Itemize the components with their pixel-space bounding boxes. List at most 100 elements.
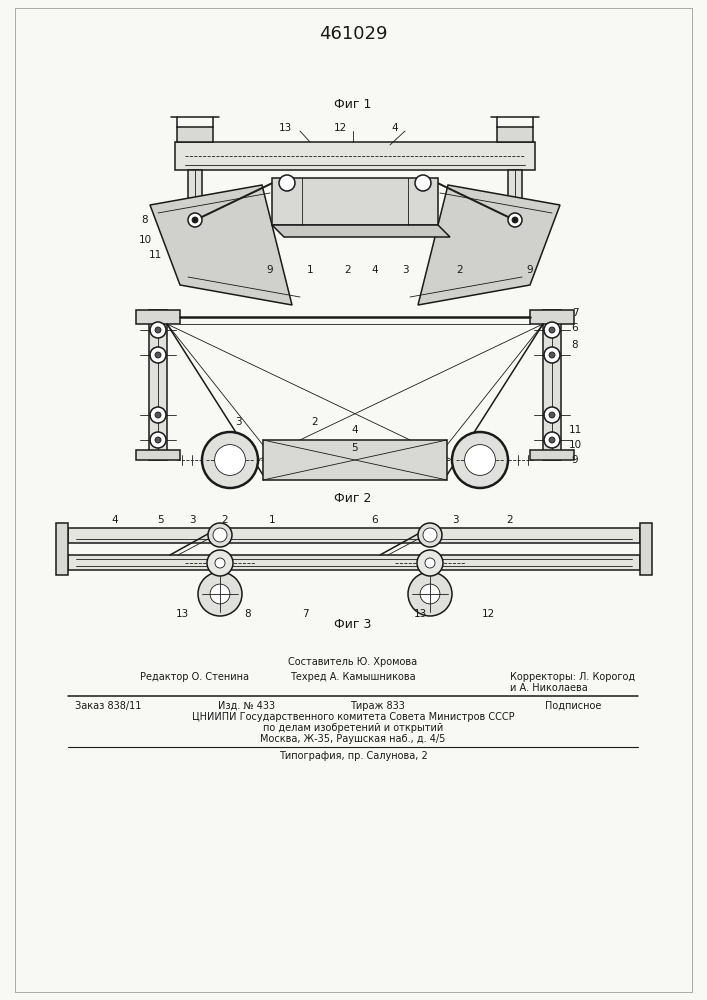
Text: Типография, пр. Салунова, 2: Типография, пр. Салунова, 2 — [279, 751, 427, 761]
Ellipse shape — [417, 550, 443, 576]
Ellipse shape — [192, 217, 198, 223]
Text: по делам изобретений и открытий: по делам изобретений и открытий — [263, 723, 443, 733]
Bar — [68, 555, 640, 570]
Text: 2: 2 — [222, 515, 228, 525]
Bar — [177, 127, 213, 142]
Polygon shape — [272, 225, 450, 237]
Ellipse shape — [207, 550, 233, 576]
Ellipse shape — [208, 523, 232, 547]
Ellipse shape — [418, 523, 442, 547]
Bar — [530, 450, 574, 460]
Bar — [508, 170, 522, 265]
Ellipse shape — [549, 437, 555, 443]
Bar — [188, 170, 202, 265]
Ellipse shape — [549, 327, 555, 333]
Text: 6: 6 — [372, 515, 378, 525]
Ellipse shape — [150, 322, 166, 338]
Ellipse shape — [150, 407, 166, 423]
Bar — [136, 310, 180, 324]
Text: 3: 3 — [235, 417, 241, 427]
Text: 11: 11 — [148, 250, 162, 260]
Ellipse shape — [215, 445, 245, 475]
Ellipse shape — [544, 347, 560, 363]
Ellipse shape — [420, 584, 440, 604]
Ellipse shape — [210, 584, 230, 604]
Ellipse shape — [202, 432, 258, 488]
Text: 3: 3 — [452, 515, 458, 525]
Text: 7: 7 — [302, 609, 308, 619]
Text: Подписное: Подписное — [545, 701, 602, 711]
Ellipse shape — [544, 322, 560, 338]
Text: 13: 13 — [414, 609, 426, 619]
Ellipse shape — [512, 217, 518, 223]
Text: 2: 2 — [345, 265, 351, 275]
Text: 8: 8 — [245, 609, 251, 619]
Bar — [177, 255, 213, 265]
Text: 10: 10 — [139, 235, 151, 245]
Text: 2: 2 — [312, 417, 318, 427]
Text: 9: 9 — [572, 455, 578, 465]
Text: и А. Николаева: и А. Николаева — [510, 683, 588, 693]
Bar — [56, 523, 68, 575]
Bar — [68, 528, 640, 543]
Ellipse shape — [213, 528, 227, 542]
Text: 4: 4 — [392, 123, 398, 133]
Text: 13: 13 — [279, 123, 291, 133]
Ellipse shape — [279, 175, 295, 191]
Text: 2: 2 — [457, 265, 463, 275]
Ellipse shape — [544, 432, 560, 448]
Text: 5: 5 — [157, 515, 163, 525]
Text: 12: 12 — [334, 123, 346, 133]
Text: 8: 8 — [141, 215, 148, 225]
Ellipse shape — [150, 347, 166, 363]
Bar — [640, 523, 652, 575]
Text: Фиг 3: Фиг 3 — [334, 618, 372, 632]
Text: 4: 4 — [112, 515, 118, 525]
Ellipse shape — [188, 213, 202, 227]
Text: 13: 13 — [175, 609, 189, 619]
Ellipse shape — [464, 445, 496, 475]
Ellipse shape — [452, 432, 508, 488]
Text: 2: 2 — [507, 515, 513, 525]
Text: 9: 9 — [527, 265, 533, 275]
Ellipse shape — [150, 432, 166, 448]
Ellipse shape — [423, 528, 437, 542]
Text: 4: 4 — [372, 265, 378, 275]
Bar — [263, 440, 447, 480]
Ellipse shape — [155, 327, 161, 333]
Ellipse shape — [549, 352, 555, 358]
Polygon shape — [418, 185, 560, 305]
Text: Редактор О. Стенина: Редактор О. Стенина — [140, 672, 249, 682]
Text: Заказ 838/11: Заказ 838/11 — [75, 701, 141, 711]
Text: 8: 8 — [572, 340, 578, 350]
Text: 10: 10 — [568, 440, 582, 450]
Text: Составитель Ю. Хромова: Составитель Ю. Хромова — [288, 657, 418, 667]
Text: 6: 6 — [572, 323, 578, 333]
Bar — [272, 178, 438, 225]
Ellipse shape — [544, 407, 560, 423]
Text: 9: 9 — [267, 265, 274, 275]
Bar — [543, 310, 561, 460]
Bar — [530, 310, 574, 324]
Text: Фиг 1: Фиг 1 — [334, 99, 372, 111]
Text: Изд. № 433: Изд. № 433 — [218, 701, 275, 711]
Ellipse shape — [408, 572, 452, 616]
Text: Фиг 2: Фиг 2 — [334, 491, 372, 504]
Ellipse shape — [155, 352, 161, 358]
Bar — [175, 142, 535, 170]
Ellipse shape — [508, 213, 522, 227]
Text: 3: 3 — [402, 265, 409, 275]
Ellipse shape — [425, 558, 435, 568]
Ellipse shape — [155, 437, 161, 443]
Text: Техред А. Камышникова: Техред А. Камышникова — [290, 672, 416, 682]
Text: 1: 1 — [269, 515, 275, 525]
Text: Москва, Ж-35, Раушская наб., д. 4/5: Москва, Ж-35, Раушская наб., д. 4/5 — [260, 734, 445, 744]
Ellipse shape — [198, 572, 242, 616]
Text: Корректоры: Л. Корогод: Корректоры: Л. Корогод — [510, 672, 635, 682]
Polygon shape — [150, 185, 292, 305]
Ellipse shape — [549, 412, 555, 418]
Text: 11: 11 — [568, 425, 582, 435]
Text: 5: 5 — [351, 443, 358, 453]
Text: 4: 4 — [351, 425, 358, 435]
Text: 12: 12 — [481, 609, 495, 619]
